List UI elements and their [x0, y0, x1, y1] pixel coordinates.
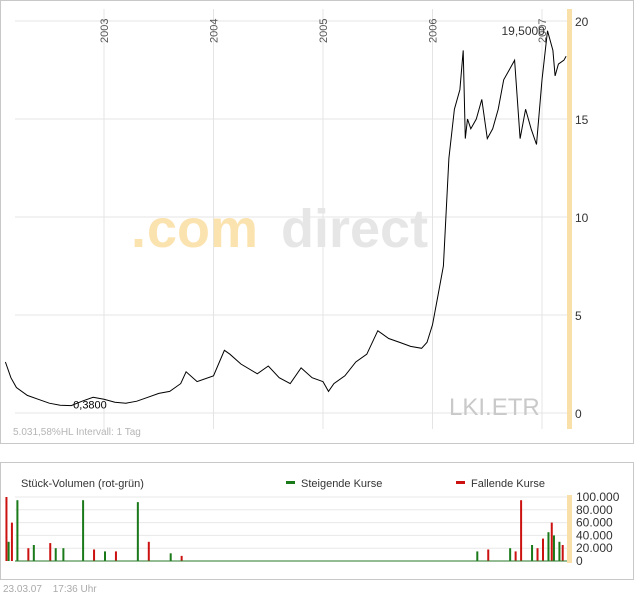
- volume-axis-highlight: [567, 495, 572, 563]
- year-ticks: 2003 2004 2005 2006 2007: [99, 19, 549, 43]
- volume-bar: [509, 548, 512, 561]
- volume-bar: [93, 549, 96, 561]
- volume-bar: [27, 548, 30, 561]
- volume-chart: Stück-Volumen (rot-grün) Steigende Kurse…: [5, 478, 620, 568]
- price-axis-highlight: [567, 9, 572, 429]
- min-price-label: 0,3800: [73, 400, 107, 412]
- volume-bar: [536, 548, 539, 561]
- volume-title: Stück-Volumen (rot-grün): [21, 478, 144, 490]
- symbol-watermark: LKI.ETR: [449, 394, 540, 421]
- vol-tick-label-1: 20.000: [576, 541, 613, 555]
- timestamp-footer: 23.03.07 17:36 Uhr: [3, 584, 105, 595]
- volume-bars: [5, 497, 567, 562]
- legend-up-label: Steigende Kurse: [301, 478, 382, 490]
- watermark-com: com: [147, 199, 258, 259]
- volume-bar: [104, 551, 106, 561]
- volume-bar: [547, 532, 550, 561]
- vol-tick-label-4: 80.000: [576, 503, 613, 517]
- legend-down-marker: [456, 481, 465, 484]
- year-tick-label-4: 2007: [537, 19, 549, 43]
- volume-bar: [54, 548, 57, 561]
- volume-bar: [542, 538, 544, 561]
- chart-footer-info: 5.031,58%HL Intervall: 1 Tag: [13, 427, 141, 438]
- volume-bar: [147, 541, 150, 561]
- price-ticks: 0 5 10 15 20: [575, 15, 589, 421]
- y-tick-label-3: 15: [575, 113, 589, 127]
- volume-bar: [136, 502, 139, 561]
- price-chart-panel: . com direct LKI.ETR 5.031,58%HL Interva…: [0, 0, 634, 444]
- volume-bar: [5, 497, 8, 561]
- footer-date: 23.03.07: [3, 584, 42, 595]
- year-tick-label-3: 2006: [428, 19, 440, 43]
- legend-up-marker: [286, 481, 295, 484]
- volume-chart-panel: Stück-Volumen (rot-grün) Steigende Kurse…: [0, 462, 634, 580]
- volume-bar: [62, 548, 65, 561]
- y-tick-label-2: 10: [575, 211, 589, 225]
- vol-tick-label-5: 100.000: [576, 490, 620, 504]
- vol-tick-label-3: 60.000: [576, 516, 613, 530]
- volume-bar: [487, 549, 490, 561]
- y-tick-label-4: 20: [575, 15, 589, 29]
- legend-down-label: Fallende Kurse: [471, 478, 545, 490]
- y-tick-label-0: 0: [575, 407, 582, 421]
- volume-bar: [114, 551, 117, 561]
- watermark-dot: .: [131, 199, 146, 259]
- volume-bar: [476, 551, 479, 561]
- watermark-direct: direct: [281, 199, 428, 259]
- volume-bar: [514, 551, 517, 561]
- year-tick-label-2: 2005: [318, 19, 330, 43]
- price-grid: [15, 9, 567, 429]
- volume-bar: [169, 553, 172, 561]
- volume-bar: [550, 522, 553, 561]
- volume-bar: [561, 545, 564, 561]
- volume-bar: [10, 522, 13, 561]
- volume-bar: [520, 500, 523, 561]
- vol-tick-label-0: 0: [576, 554, 583, 568]
- volume-bar: [7, 541, 10, 561]
- volume-bar: [531, 545, 534, 561]
- year-tick-label-0: 2003: [99, 19, 111, 43]
- volume-bar: [49, 543, 52, 561]
- volume-bar: [180, 555, 183, 561]
- volume-bar: [552, 535, 555, 561]
- price-chart: . com direct LKI.ETR 5.031,58%HL Interva…: [4, 9, 589, 438]
- volume-bar: [82, 500, 85, 561]
- year-tick-label-1: 2004: [209, 19, 221, 43]
- y-tick-label-1: 5: [575, 309, 582, 323]
- price-series-line: [4, 30, 567, 407]
- volume-bar: [32, 545, 35, 561]
- volume-bar: [558, 541, 561, 561]
- footer-time: 17:36 Uhr: [52, 584, 97, 595]
- max-price-label: 19,5000: [501, 24, 545, 38]
- volume-bar: [16, 500, 19, 561]
- vol-tick-label-2: 40.000: [576, 528, 613, 542]
